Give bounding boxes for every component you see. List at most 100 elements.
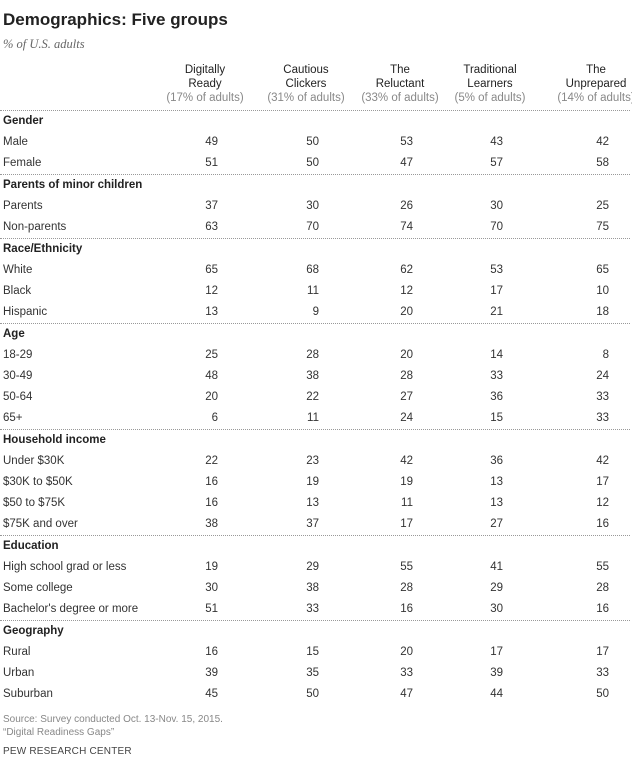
page-title: Demographics: Five groups — [3, 10, 228, 29]
table-cell: 38 — [205, 518, 218, 530]
column-header: Traditional Learners (5% of adults) — [435, 63, 545, 105]
row-label: 30-49 — [3, 370, 33, 382]
table-cell: 53 — [400, 136, 413, 148]
table-cell: 11 — [307, 285, 319, 297]
table-cell: 30 — [490, 200, 503, 212]
table-cell: 24 — [596, 370, 609, 382]
table-cell: 20 — [400, 349, 413, 361]
organization-credit: PEW RESEARCH CENTER — [3, 746, 132, 757]
column-header-line1: The — [390, 64, 410, 76]
table-cell: 30 — [490, 603, 503, 615]
section-title: Education — [3, 540, 59, 552]
table-cell: 20 — [205, 391, 218, 403]
table-cell: 30 — [306, 200, 319, 212]
row-label: Some college — [3, 582, 73, 594]
row-label: Urban — [3, 667, 35, 679]
section-title: Household income — [3, 434, 106, 446]
column-header-line1: Cautious — [283, 64, 329, 76]
table-cell: 13 — [490, 476, 503, 488]
table-cell: 62 — [400, 264, 413, 276]
table-cell: 16 — [596, 603, 609, 615]
table-cell: 42 — [596, 455, 609, 467]
row-label: $75K and over — [3, 518, 78, 530]
subtitle: % of U.S. adults — [3, 37, 85, 51]
column-header-line2: Unprepared — [565, 78, 627, 90]
section-divider — [0, 174, 630, 175]
section-divider — [0, 620, 630, 621]
table-cell: 17 — [596, 476, 609, 488]
table-cell: 17 — [490, 285, 503, 297]
column-header-line2: Ready — [188, 78, 222, 90]
table-cell: 23 — [306, 455, 319, 467]
row-label: Suburban — [3, 688, 53, 700]
table-cell: 68 — [306, 264, 319, 276]
table-cell: 6 — [211, 412, 218, 424]
table-cell: 50 — [306, 688, 319, 700]
column-header: The Reluctant (33% of adults) — [345, 63, 455, 105]
table-cell: 38 — [306, 370, 319, 382]
table-cell: 33 — [596, 391, 609, 403]
column-header-line2: Learners — [467, 78, 513, 90]
table-cell: 50 — [596, 688, 609, 700]
row-label: $30K to $50K — [3, 476, 73, 488]
table-cell: 33 — [306, 603, 319, 615]
column-header-share: (33% of adults) — [361, 92, 439, 104]
row-label: 50-64 — [3, 391, 33, 403]
table-cell: 28 — [306, 349, 319, 361]
table-cell: 63 — [205, 221, 218, 233]
table-cell: 26 — [400, 200, 413, 212]
table-cell: 55 — [596, 561, 609, 573]
row-label: Rural — [3, 646, 31, 658]
table-cell: 35 — [306, 667, 319, 679]
row-label: Bachelor's degree or more — [3, 603, 139, 615]
section-divider — [0, 535, 630, 536]
row-label: $50 to $75K — [3, 497, 66, 509]
section-title: Parents of minor children — [3, 179, 143, 191]
section-title: Geography — [3, 625, 64, 637]
section-title: Age — [3, 328, 25, 340]
row-label: 65+ — [3, 412, 23, 424]
table-cell: 25 — [205, 349, 218, 361]
table-cell: 13 — [205, 306, 218, 318]
table-cell: 19 — [205, 561, 218, 573]
table-cell: 70 — [490, 221, 503, 233]
section-divider — [0, 429, 630, 430]
row-label: 18-29 — [3, 349, 33, 361]
table-cell: 37 — [306, 518, 319, 530]
table-cell: 28 — [400, 582, 413, 594]
table-cell: 65 — [205, 264, 218, 276]
column-header-share: (17% of adults) — [166, 92, 244, 104]
row-label: Under $30K — [3, 455, 65, 467]
table-cell: 53 — [490, 264, 503, 276]
table-cell: 18 — [596, 306, 609, 318]
report-title-note: “Digital Readiness Gaps” — [3, 727, 115, 738]
column-header-share: (5% of adults) — [454, 92, 526, 104]
table-cell: 45 — [205, 688, 218, 700]
row-label: Hispanic — [3, 306, 48, 318]
column-header-share: (14% of adults) — [557, 92, 632, 104]
row-label: Parents — [3, 200, 43, 212]
table-cell: 58 — [596, 157, 609, 169]
column-header-line1: Digitally — [184, 64, 226, 76]
table-cell: 24 — [400, 412, 413, 424]
row-label: Black — [3, 285, 32, 297]
section-divider — [0, 238, 630, 239]
column-header-share: (31% of adults) — [267, 92, 345, 104]
table-cell: 42 — [596, 136, 609, 148]
table-cell: 9 — [312, 306, 319, 318]
table-cell: 16 — [205, 497, 218, 509]
table-cell: 11 — [307, 412, 319, 424]
table-cell: 51 — [205, 603, 218, 615]
table-cell: 28 — [596, 582, 609, 594]
table-cell: 36 — [490, 455, 503, 467]
row-label: White — [3, 264, 33, 276]
section-divider — [0, 110, 630, 111]
table-cell: 30 — [205, 582, 218, 594]
table-cell: 65 — [596, 264, 609, 276]
row-label: Female — [3, 157, 42, 169]
table-cell: 22 — [306, 391, 319, 403]
table-cell: 16 — [205, 476, 218, 488]
table-cell: 42 — [400, 455, 413, 467]
table-cell: 44 — [490, 688, 503, 700]
